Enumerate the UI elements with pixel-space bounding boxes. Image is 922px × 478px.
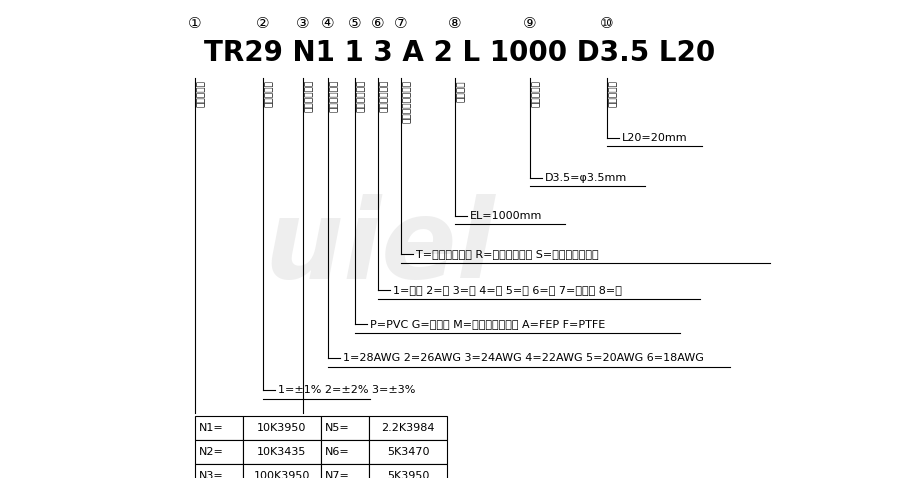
Text: 1=±1% 2=±2% 3=±3%: 1=±1% 2=±2% 3=±3% — [278, 385, 416, 395]
Text: 分度号选择: 分度号选择 — [265, 80, 274, 107]
Text: ①: ① — [188, 15, 202, 31]
Bar — [195, 440, 243, 464]
Bar — [195, 464, 243, 478]
Text: ⑨: ⑨ — [523, 15, 537, 31]
Text: EL=1000mm: EL=1000mm — [470, 211, 542, 221]
Text: 10K3435: 10K3435 — [257, 447, 307, 457]
Text: ④: ④ — [321, 15, 335, 31]
Text: D3.5=φ3.5mm: D3.5=φ3.5mm — [545, 173, 627, 183]
Text: 100K3950: 100K3950 — [254, 471, 310, 478]
Bar — [369, 416, 447, 440]
Text: L20=20mm: L20=20mm — [622, 133, 688, 143]
Text: 线缆长度: 线缆长度 — [457, 80, 466, 101]
Text: ⑤: ⑤ — [349, 15, 361, 31]
Bar — [321, 440, 369, 464]
Text: 精度等级选择: 精度等级选择 — [305, 80, 314, 112]
Text: 保护管长度: 保护管长度 — [609, 80, 618, 107]
Text: ⑦: ⑦ — [395, 15, 408, 31]
Bar — [369, 464, 447, 478]
Bar — [243, 464, 321, 478]
Text: TR29 N1 1 3 A 2 L 1000 D3.5 L20: TR29 N1 1 3 A 2 L 1000 D3.5 L20 — [205, 39, 715, 67]
Text: N3=: N3= — [199, 471, 224, 478]
Text: 10K3950: 10K3950 — [257, 423, 307, 433]
Bar — [243, 416, 321, 440]
Text: ⑥: ⑥ — [372, 15, 384, 31]
Text: ②: ② — [256, 15, 270, 31]
Text: 线缆颜色选择: 线缆颜色选择 — [380, 80, 389, 112]
Text: N5=: N5= — [325, 423, 349, 433]
Text: ⑩: ⑩ — [600, 15, 614, 31]
Bar — [321, 416, 369, 440]
Text: 2.2K3984: 2.2K3984 — [382, 423, 435, 433]
Text: N2=: N2= — [199, 447, 224, 457]
Text: N6=: N6= — [325, 447, 349, 457]
Bar — [243, 440, 321, 464]
Text: N1=: N1= — [199, 423, 224, 433]
Bar — [321, 464, 369, 478]
Text: 线缆材料选择: 线缆材料选择 — [357, 80, 366, 112]
Text: 5K3950: 5K3950 — [387, 471, 429, 478]
Text: 5K3470: 5K3470 — [386, 447, 430, 457]
Text: N7=: N7= — [325, 471, 349, 478]
Text: 1=透明 2=红 3=白 4=黑 5=蓝 6=黄 7=透明红 8=灰: 1=透明 2=红 3=白 4=黑 5=蓝 6=黄 7=透明红 8=灰 — [393, 285, 621, 295]
Text: 产品系列号: 产品系列号 — [197, 80, 206, 107]
Text: ⑧: ⑧ — [448, 15, 462, 31]
Text: uiel: uiel — [265, 195, 495, 302]
Bar — [195, 416, 243, 440]
Text: 保护管外径: 保护管外径 — [532, 80, 541, 107]
Text: P=PVC G=硜橡胶 M=金属编制玻璃纤 A=FEP F=PTFE: P=PVC G=硜橡胶 M=金属编制玻璃纤 A=FEP F=PTFE — [370, 319, 605, 329]
Bar — [369, 440, 447, 464]
Text: T=防折弹簧保护 R=软管护套保护 S=不锈锃软管保护: T=防折弹簧保护 R=软管护套保护 S=不锈锃软管保护 — [416, 249, 598, 259]
Text: 线缆规格选择: 线缆规格选择 — [330, 80, 339, 112]
Text: 线缆防折保护选择: 线缆防折保护选择 — [403, 80, 412, 123]
Text: ③: ③ — [296, 15, 310, 31]
Text: 1=28AWG 2=26AWG 3=24AWG 4=22AWG 5=20AWG 6=18AWG: 1=28AWG 2=26AWG 3=24AWG 4=22AWG 5=20AWG … — [343, 353, 703, 363]
